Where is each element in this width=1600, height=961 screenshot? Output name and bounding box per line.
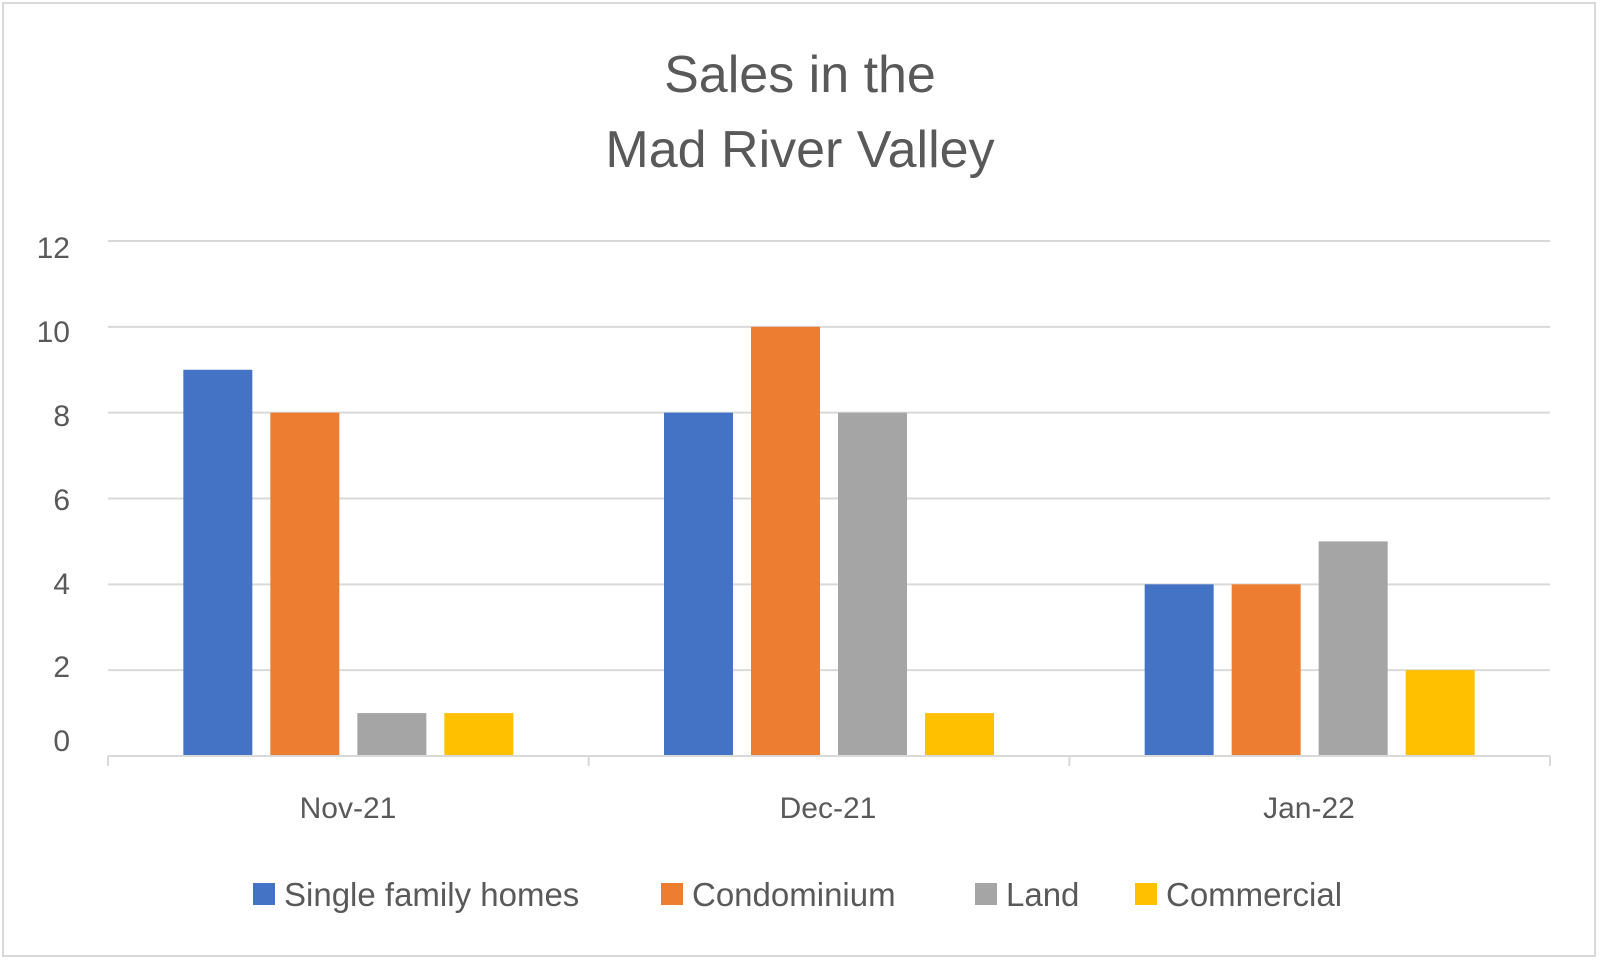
bar-single-family-homes-jan-22 <box>1144 584 1214 756</box>
bar-single-family-homes-dec-21 <box>664 412 733 756</box>
x-axis <box>107 755 1551 766</box>
bars <box>183 326 1475 756</box>
chart-title-line-2: Mad River Valley <box>605 121 994 179</box>
bar-land-nov-21 <box>357 713 427 756</box>
legend-label-land: Land <box>1006 876 1079 913</box>
bar-commercial-nov-21 <box>444 713 514 756</box>
bar-condominium-jan-22 <box>1231 584 1301 756</box>
legend-swatch-commercial <box>1135 883 1157 905</box>
y-axis-ticks: 0 2 4 6 8 10 12 <box>37 232 70 758</box>
legend-swatch-condominium <box>661 883 683 905</box>
legend-swatch-land <box>975 883 997 905</box>
legend-label-commercial: Commercial <box>1166 876 1342 913</box>
y-tick-label: 12 <box>37 232 70 265</box>
y-tick-label: 10 <box>37 316 70 349</box>
x-tick-label-jan-22: Jan-22 <box>1263 792 1355 825</box>
bar-land-jan-22 <box>1318 541 1388 756</box>
y-tick-label: 0 <box>53 725 70 758</box>
chart-title-line-1: Sales in the <box>664 46 936 104</box>
bar-commercial-dec-21 <box>925 713 994 756</box>
bar-land-dec-21 <box>838 412 907 756</box>
y-tick-label: 8 <box>53 400 70 433</box>
y-tick-label: 2 <box>53 651 70 684</box>
bar-commercial-jan-22 <box>1405 670 1475 756</box>
x-tick-label-nov-21: Nov-21 <box>300 792 397 825</box>
bar-single-family-homes-nov-21 <box>183 369 253 756</box>
bar-condominium-nov-21 <box>270 412 340 756</box>
legend: Single family homes Condominium Land Com… <box>253 876 1342 913</box>
gridlines <box>108 240 1550 672</box>
y-tick-label: 6 <box>53 484 70 517</box>
x-tick-label-dec-21: Dec-21 <box>780 792 877 825</box>
x-axis-labels: Nov-21 Dec-21 Jan-22 <box>300 792 1355 825</box>
bar-condominium-dec-21 <box>751 326 820 756</box>
legend-label-single-family-homes: Single family homes <box>284 876 579 913</box>
y-tick-label: 4 <box>53 568 70 601</box>
legend-label-condominium: Condominium <box>692 876 896 913</box>
legend-swatch-single-family-homes <box>253 883 275 905</box>
